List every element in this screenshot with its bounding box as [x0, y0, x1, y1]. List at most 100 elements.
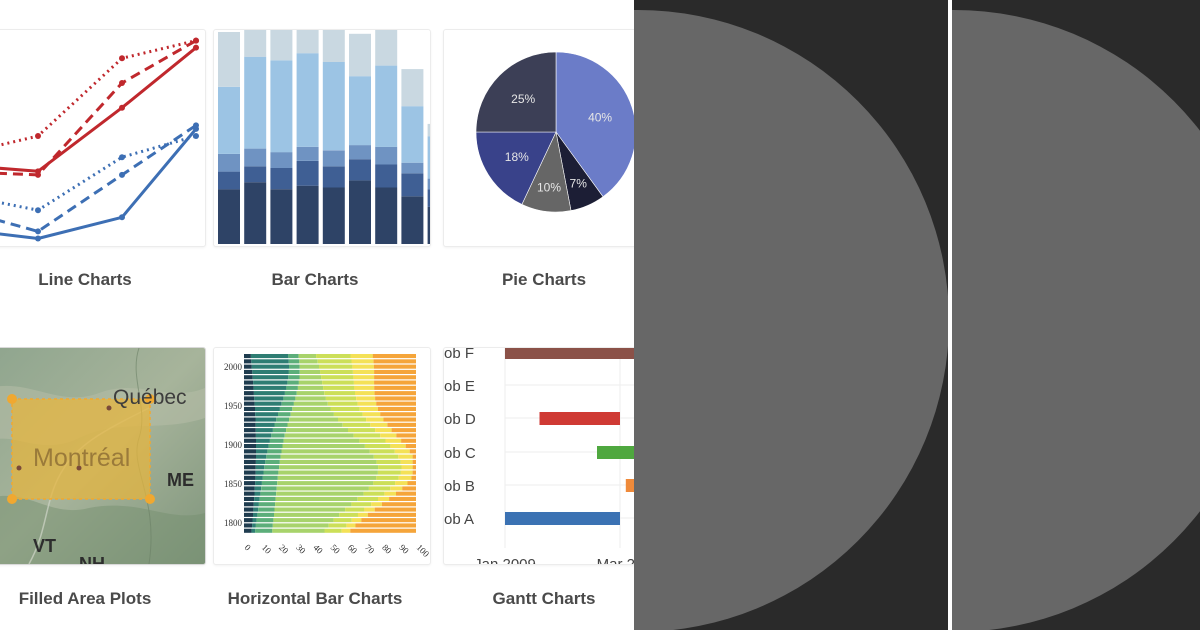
hbar-segment — [333, 412, 363, 417]
bar-charts-thumbnail[interactable] — [213, 29, 431, 247]
hbar-segment — [362, 412, 381, 417]
hbar-segment — [244, 518, 253, 523]
hbar-segment — [256, 518, 274, 523]
hbar-segment — [359, 406, 378, 411]
half-disc-right — [952, 10, 1200, 630]
hbar-segment — [253, 385, 287, 390]
horizontal-bar-charts-thumbnail[interactable]: 2000 1950 1900 1850 1800 0 10 20 30 40 50 60 70 80 90 1… — [213, 347, 431, 565]
hbar-segment — [354, 385, 375, 390]
bar-segment-s2 — [296, 161, 319, 186]
hbar-segment — [244, 391, 254, 396]
line-point — [119, 214, 125, 221]
hbar-segment — [253, 391, 285, 396]
place-label-me: ME — [167, 470, 194, 490]
hbar-segment — [244, 454, 256, 459]
line-point — [119, 55, 125, 62]
horizontal-bar-chart: 2000 1950 1900 1850 1800 0 10 20 30 40 50 60 70 80 90 1… — [224, 354, 430, 559]
line-charts-caption[interactable]: Line Charts — [38, 270, 132, 289]
hbar-x-tick: 20 — [277, 542, 291, 556]
hbar-segment — [267, 449, 282, 454]
bar-segment-s2 — [375, 164, 398, 188]
hbar-segment — [320, 369, 353, 374]
hbar-segment — [373, 454, 399, 459]
line-point — [35, 133, 41, 139]
hbar-segment — [299, 359, 318, 364]
bar-segment-s5 — [244, 30, 267, 57]
bar-segment-s4 — [401, 106, 424, 163]
bar-segment-s4 — [322, 62, 345, 151]
hbar-segment — [253, 507, 259, 512]
pie-charts-caption[interactable]: Pie Charts — [501, 270, 587, 289]
line-point — [119, 104, 125, 111]
hbar-segment — [339, 512, 358, 517]
bar-segment-s1 — [375, 187, 398, 244]
hbar-segment — [244, 385, 254, 390]
horizontal-bar-charts-caption[interactable]: Horizontal Bar Charts — [227, 589, 403, 608]
hbar-segment — [256, 438, 270, 443]
hbar-segment — [356, 396, 376, 401]
hbar-x-tick: 100 — [415, 542, 430, 559]
hbar-segment — [376, 401, 416, 406]
hbar-segment — [369, 449, 395, 454]
hbar-segment — [412, 459, 416, 464]
hbar-segment — [258, 507, 275, 512]
hbar-segment — [244, 507, 254, 512]
hbar-segment — [253, 502, 259, 507]
hbar-segment — [252, 375, 289, 380]
filled-area-plots-thumbnail[interactable]: Québec Montréal ME VT NH — [0, 347, 206, 565]
hbar-y-tick: 1850 — [224, 479, 243, 489]
hbar-segment — [244, 401, 255, 406]
hbar-segment — [412, 454, 416, 459]
gantt-task-bar — [625, 479, 634, 492]
hbar-segment — [321, 375, 354, 380]
hbar-segment — [327, 401, 358, 406]
hbar-segment — [257, 512, 274, 517]
bar-segment-s1 — [244, 182, 267, 244]
gantt-task-label: ob A — [444, 511, 474, 528]
hbar-segment — [274, 512, 340, 517]
hbar-segment — [244, 396, 255, 401]
hbar-segment — [338, 417, 367, 422]
hbar-segment — [357, 512, 368, 517]
bar-segment-s5 — [296, 30, 319, 54]
hbar-segment — [352, 364, 374, 369]
hbar-segment — [274, 507, 346, 512]
line-point — [119, 80, 125, 86]
gantt-task-bar — [505, 512, 620, 525]
filled-area-plots-caption[interactable]: Filled Area Plots — [18, 589, 152, 608]
hbar-segment — [244, 465, 256, 470]
gantt-task-label: ob D — [444, 411, 476, 428]
pie-charts-thumbnail[interactable]: 40% 7% 10% 18% 25% — [443, 29, 634, 247]
bar-segment-s4 — [270, 60, 293, 153]
hbar-segment — [277, 481, 374, 486]
hbar-segment — [272, 428, 287, 433]
hbar-segment — [323, 385, 355, 390]
hbar-segment — [255, 470, 264, 475]
hbar-segment — [374, 380, 416, 385]
hbar-segment — [400, 470, 413, 475]
gantt-charts-caption[interactable]: Gantt Charts — [492, 589, 596, 608]
hbar-segment — [288, 354, 299, 359]
hbar-segment — [370, 422, 388, 427]
hbar-segment — [374, 375, 416, 380]
bar-segment-s1 — [322, 187, 345, 244]
line-charts-thumbnail[interactable] — [0, 29, 206, 247]
hbar-segment — [299, 364, 319, 369]
hbar-segment — [286, 385, 298, 390]
hbar-segment — [407, 481, 416, 486]
bar-segment-s3 — [322, 150, 345, 167]
hbar-segment — [389, 496, 416, 501]
gantt-charts-thumbnail[interactable]: ob F ob E ob D ob C ob B ob A Jan 2009 Mar 20 — [443, 347, 634, 565]
hbar-segment — [297, 385, 324, 390]
hbar-segment — [272, 528, 325, 533]
hbar-segment — [260, 491, 277, 496]
hbar-segment — [244, 459, 256, 464]
hbar-segment — [244, 406, 255, 411]
bar-segment-s4 — [218, 86, 240, 154]
pie-chart: 40% 7% 10% 18% 25% — [475, 51, 634, 213]
bar-charts-caption[interactable]: Bar Charts — [271, 270, 359, 289]
hbar-segment — [266, 454, 281, 459]
hbar-segment — [264, 465, 280, 470]
hbar-segment — [353, 380, 375, 385]
hbar-segment — [355, 523, 416, 528]
